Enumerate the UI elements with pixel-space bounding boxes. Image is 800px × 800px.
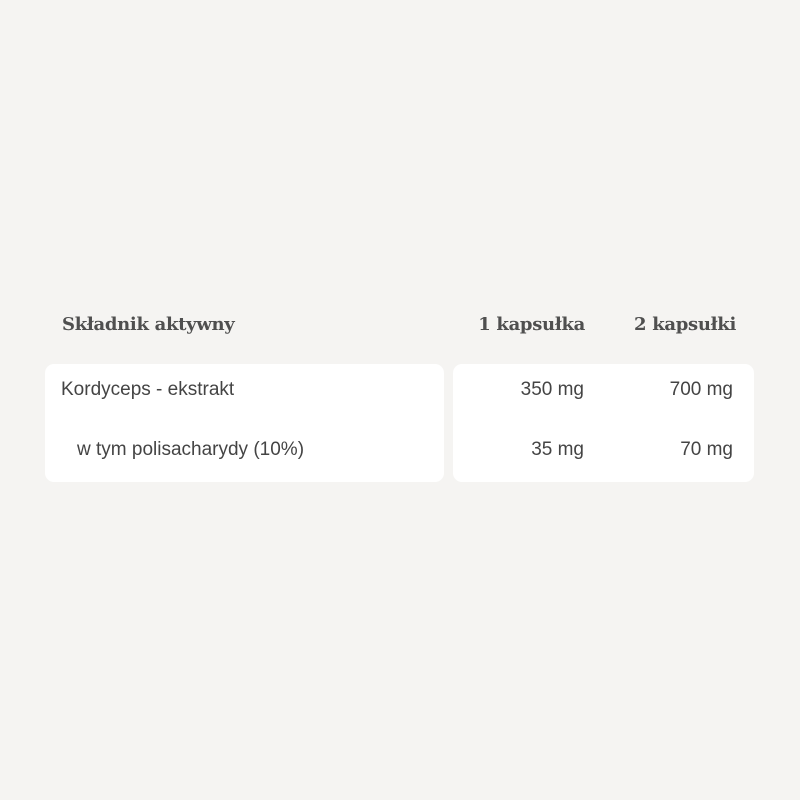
row-name: w tym polisacharydy (10%) [77, 439, 305, 460]
header-ingredient: Składnik aktywny [62, 314, 235, 335]
header-1-capsule: 1 kapsułka [478, 314, 585, 335]
row-name: Kordyceps - ekstrakt [61, 379, 235, 400]
row-value-2: 700 mg [669, 379, 733, 400]
row-value-1: 350 mg [520, 379, 584, 400]
row-value-2: 70 mg [680, 439, 733, 460]
ingredients-card: Kordyceps - ekstrakt w tym polisacharydy… [45, 364, 444, 482]
header-2-capsules: 2 kapsułki [634, 314, 736, 335]
values-card: 350 mg 700 mg 35 mg 70 mg [453, 364, 754, 482]
row-value-1: 35 mg [531, 439, 584, 460]
